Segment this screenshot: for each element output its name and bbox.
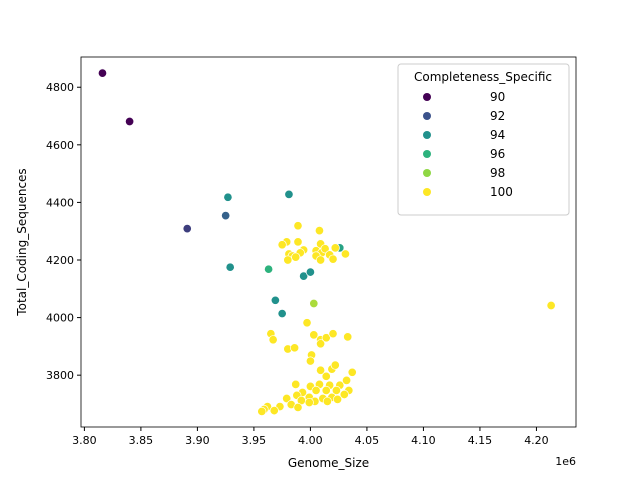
legend-marker [423, 112, 431, 120]
y-tick-label: 4800 [46, 81, 74, 94]
data-point [269, 406, 279, 416]
legend-box [397, 63, 570, 216]
data-point [316, 339, 326, 349]
data-point [309, 298, 319, 309]
y-tick-label: 3800 [46, 369, 74, 382]
data-point [290, 343, 300, 353]
x-tick-label: 3.90 [185, 434, 210, 447]
data-point [340, 249, 351, 259]
legend-marker [423, 150, 431, 158]
data-point [321, 333, 331, 343]
data-point [328, 254, 338, 264]
data-point [182, 224, 192, 234]
data-point [225, 262, 235, 272]
x-tick-label: 3.95 [242, 434, 267, 447]
data-point [223, 192, 233, 202]
legend-marker [423, 131, 431, 139]
data-point [309, 330, 319, 340]
x-tick-label: 4.10 [411, 434, 436, 447]
data-point [284, 189, 294, 199]
data-point [282, 393, 292, 404]
x-tick-label: 4.05 [355, 434, 380, 447]
legend-label: 98 [490, 166, 505, 180]
data-point [299, 271, 309, 281]
data-point [305, 356, 315, 366]
data-point [283, 255, 293, 265]
data-point [97, 68, 108, 78]
data-point [347, 367, 357, 377]
legend-label: 94 [490, 128, 505, 142]
data-point [314, 226, 325, 236]
data-point [328, 329, 338, 339]
data-point [331, 385, 341, 395]
data-point [293, 237, 303, 247]
y-tick-label: 4000 [46, 312, 74, 325]
data-point [316, 255, 326, 265]
x-tick-label: 4.20 [524, 434, 549, 447]
data-point [332, 394, 343, 404]
data-point [316, 365, 326, 375]
data-point [546, 300, 556, 311]
legend-marker [423, 188, 431, 196]
data-point [330, 360, 340, 370]
y-tick-label: 4600 [46, 139, 74, 152]
data-point [221, 211, 231, 221]
legend-marker [423, 169, 431, 177]
data-point [343, 332, 353, 342]
x-axis-label: Genome_Size [288, 456, 369, 470]
x-tick-label: 4.15 [468, 434, 493, 447]
legend-label: 90 [490, 90, 505, 104]
data-point [330, 243, 340, 253]
data-point [321, 371, 331, 381]
data-point [291, 379, 301, 389]
y-tick-label: 4200 [46, 254, 74, 267]
legend-marker [423, 93, 431, 101]
data-point [277, 240, 287, 250]
data-point [277, 309, 287, 319]
data-point [322, 396, 332, 406]
y-tick-label: 4400 [46, 196, 74, 209]
legend-title: Completeness_Specific [414, 70, 552, 84]
x-tick-label: 4.00 [298, 434, 323, 447]
data-point [125, 116, 135, 127]
data-point [268, 335, 278, 345]
data-point [257, 406, 267, 417]
data-point [293, 402, 303, 412]
data-point [293, 221, 303, 231]
data-point [270, 295, 280, 305]
y-axis-label: Total_Coding_Sequences [15, 168, 29, 316]
legend-label: 100 [490, 185, 513, 199]
x-tick-label: 3.85 [129, 434, 154, 447]
data-point [264, 264, 274, 274]
x-tick-label: 3.80 [72, 434, 97, 447]
data-point [342, 375, 352, 385]
data-point [311, 385, 321, 395]
plot-frame [80, 56, 577, 428]
data-point [304, 397, 314, 408]
x-offset-label: 1e6 [555, 455, 576, 468]
legend-label: 92 [490, 109, 505, 123]
data-point [339, 389, 349, 400]
data-point [291, 252, 301, 262]
data-point [321, 385, 331, 395]
data-point [320, 244, 330, 254]
data-point [302, 318, 312, 328]
legend-label: 96 [490, 147, 505, 161]
data-point [305, 267, 315, 277]
